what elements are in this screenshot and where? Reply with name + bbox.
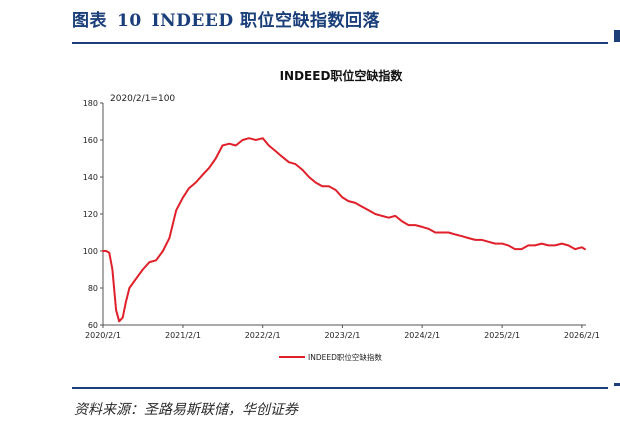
chart-legend: INDEED职位空缺指数 (279, 352, 382, 362)
y-tick-label: 160 (83, 136, 98, 145)
x-tick-label: 2021/2/1 (165, 331, 201, 340)
right-edge-marker-bottom (614, 383, 620, 386)
top-divider (72, 42, 608, 44)
x-tick-label: 2020/2/1 (85, 331, 121, 340)
x-tick-label: 2022/2/1 (245, 331, 281, 340)
y-tick-label: 60 (88, 321, 98, 330)
chart-title: INDEED职位空缺指数 (280, 68, 404, 83)
chart-annotation: 2020/2/1=100 (110, 94, 175, 104)
x-tick-label: 2023/2/1 (324, 331, 360, 340)
y-tick-label: 180 (83, 99, 98, 108)
chart-axes: 60 80 100 120 140 160 180 2020/2/1 2021/2/1 2022/… (83, 99, 600, 340)
figure-label: 图表 (72, 11, 107, 31)
legend-label: INDEED职位空缺指数 (308, 352, 382, 362)
figure-header: 图表 10 INDEED 职位空缺指数回落 (72, 6, 380, 31)
x-tick-label: 2025/2/1 (484, 331, 520, 340)
bottom-divider (72, 387, 608, 389)
series-line (102, 137, 586, 323)
y-tick-label: 100 (83, 247, 98, 256)
series-layer (102, 137, 586, 323)
y-tick-label: 140 (83, 173, 98, 182)
x-tick-label: 2024/2/1 (404, 331, 440, 340)
y-tick-label: 80 (88, 284, 98, 293)
source-note: 资料来源：圣路易斯联储，华创证券 (74, 402, 298, 418)
figure-number: 10 (117, 11, 142, 31)
x-tick-label: 2026/2/1 (564, 331, 600, 340)
figure-title: INDEED 职位空缺指数回落 (151, 11, 380, 31)
y-tick-label: 120 (83, 210, 98, 219)
right-edge-marker (614, 30, 620, 42)
